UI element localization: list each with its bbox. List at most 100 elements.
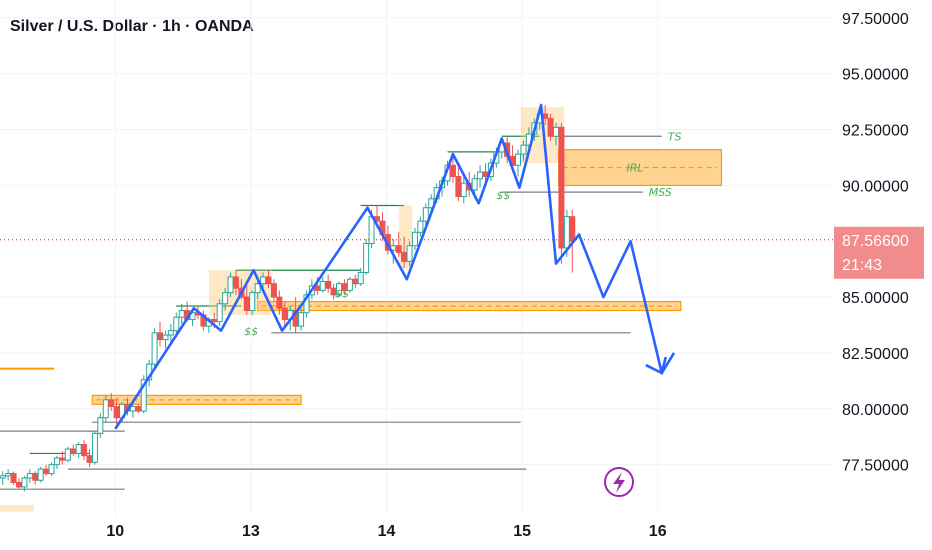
x-tick-label: 13 <box>242 523 260 540</box>
candle <box>37 468 44 481</box>
candle <box>352 278 359 285</box>
candle <box>455 175 462 198</box>
candle <box>102 399 109 419</box>
irl-zone <box>558 149 723 187</box>
candle <box>449 164 456 177</box>
y-tick-label: 95.00000 <box>842 67 909 84</box>
candle <box>227 276 234 294</box>
candle <box>48 464 55 475</box>
y-tick-label: 90.00000 <box>842 178 909 195</box>
liquidity-label: $$ <box>496 189 510 202</box>
candle <box>15 481 22 488</box>
candle <box>569 216 576 242</box>
candle <box>75 444 82 454</box>
candle <box>86 455 93 463</box>
candle <box>281 307 288 320</box>
candle <box>108 399 115 408</box>
irl-label: IRL <box>627 162 644 175</box>
candle <box>460 182 467 198</box>
candle <box>64 448 71 461</box>
candle <box>173 316 180 332</box>
candle <box>113 406 120 419</box>
candle <box>363 242 370 274</box>
lightning-icon[interactable] <box>604 467 634 497</box>
candle <box>422 207 429 222</box>
y-tick-label: 82.50000 <box>842 346 909 363</box>
x-axis: 10 13 14 15 16 <box>106 523 666 540</box>
candle <box>178 309 185 318</box>
mss-level-label: MSS <box>649 186 672 199</box>
countdown-label: 21:43 <box>842 257 882 274</box>
candle <box>70 448 77 454</box>
small-zone-3 <box>0 504 34 512</box>
candle <box>167 330 174 336</box>
ts-level-label: TS <box>668 130 682 143</box>
chart-title: Silver / U.S. Dollar · 1h · OANDA <box>10 18 254 35</box>
x-tick-label: 14 <box>378 523 396 540</box>
candle <box>26 473 33 479</box>
candle <box>417 220 424 233</box>
candle <box>81 444 88 457</box>
candle <box>232 276 239 289</box>
candle <box>553 126 559 137</box>
arrow-head <box>645 356 668 375</box>
candle <box>471 178 478 191</box>
last-price-label: 87.56600 <box>842 233 909 250</box>
candle <box>91 432 98 463</box>
candle <box>406 245 413 262</box>
candle <box>43 468 50 475</box>
candle <box>547 117 554 137</box>
y-tick-label: 97.50000 <box>842 11 909 28</box>
candle <box>59 457 66 461</box>
candle <box>249 292 256 311</box>
candle <box>270 283 277 298</box>
candle <box>563 216 570 249</box>
candle <box>298 312 305 327</box>
liquidity-label: $$ <box>335 287 349 300</box>
candle <box>140 379 147 412</box>
candle <box>395 245 402 253</box>
candle <box>97 417 104 434</box>
candle <box>276 296 283 309</box>
y-tick-label: 80.00000 <box>842 402 909 419</box>
candle <box>5 473 12 477</box>
price-tag-bg <box>834 226 924 279</box>
candle <box>0 475 6 479</box>
y-tick-label: 77.50000 <box>842 458 909 475</box>
candle <box>520 144 527 155</box>
candle <box>254 283 261 294</box>
candle <box>357 272 364 285</box>
candle <box>157 332 164 341</box>
candle <box>162 334 169 341</box>
liquidity-label: $$ <box>244 325 258 338</box>
candle <box>411 231 418 247</box>
x-tick-label: 16 <box>649 523 667 540</box>
candle <box>21 477 28 488</box>
candle <box>10 473 17 483</box>
candle <box>265 276 272 285</box>
candle <box>32 473 39 481</box>
lightning-bolt <box>613 472 625 493</box>
y-tick-label: 85.00000 <box>842 290 909 307</box>
candle <box>222 292 229 305</box>
candle <box>216 303 223 323</box>
projection-line <box>114 103 676 430</box>
candle <box>325 280 332 289</box>
levels <box>0 135 834 490</box>
candle <box>151 332 158 365</box>
candle <box>211 318 218 323</box>
candle <box>319 280 326 291</box>
candle <box>53 457 60 466</box>
candle <box>558 126 565 249</box>
candle <box>260 276 267 285</box>
candle <box>135 406 142 412</box>
candles <box>0 104 576 492</box>
x-tick-label: 15 <box>513 523 531 540</box>
candle <box>243 296 250 311</box>
zones <box>0 107 723 512</box>
annotations: TS MSS IRL $$ $$ $$ <box>244 130 681 338</box>
last-price-tag: 87.56600 21:43 <box>834 226 924 279</box>
candle <box>129 406 136 412</box>
grid <box>0 0 834 516</box>
